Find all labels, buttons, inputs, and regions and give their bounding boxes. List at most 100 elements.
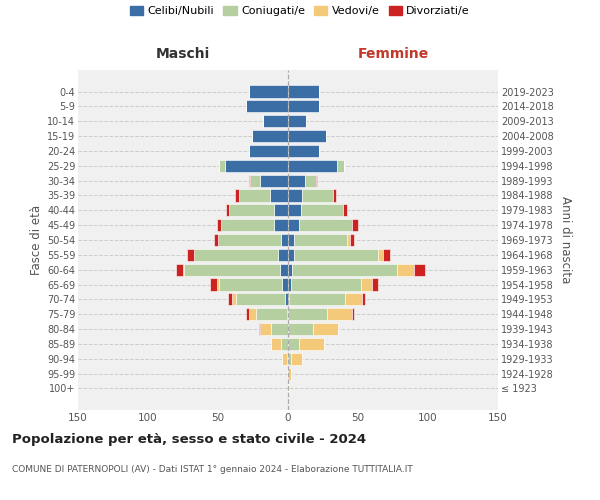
- Bar: [249, 86, 288, 98]
- Bar: [217, 219, 221, 231]
- Bar: [397, 264, 414, 276]
- Bar: [246, 308, 249, 320]
- Bar: [278, 249, 288, 261]
- Bar: [377, 249, 383, 261]
- Bar: [176, 264, 183, 276]
- Bar: [346, 294, 362, 306]
- Bar: [288, 352, 291, 365]
- Bar: [292, 264, 397, 276]
- Bar: [220, 278, 283, 290]
- Bar: [281, 234, 288, 246]
- Bar: [291, 352, 302, 365]
- Bar: [288, 308, 327, 320]
- Bar: [288, 100, 319, 112]
- Bar: [287, 352, 288, 365]
- Bar: [362, 294, 365, 306]
- Bar: [288, 174, 305, 186]
- Bar: [301, 204, 343, 216]
- Bar: [214, 234, 218, 246]
- Bar: [250, 174, 260, 186]
- Bar: [235, 190, 239, 202]
- Bar: [271, 323, 288, 335]
- Bar: [299, 219, 352, 231]
- Bar: [249, 145, 288, 157]
- Text: COMUNE DI PATERNOPOLI (AV) - Dati ISTAT 1° gennaio 2024 - Elaborazione TUTTITALI: COMUNE DI PATERNOPOLI (AV) - Dati ISTAT …: [12, 466, 413, 474]
- Bar: [288, 278, 291, 290]
- Bar: [289, 294, 346, 306]
- Bar: [249, 308, 256, 320]
- Bar: [288, 382, 289, 394]
- Bar: [288, 86, 319, 98]
- Bar: [249, 174, 250, 186]
- Bar: [283, 352, 287, 365]
- Bar: [226, 204, 229, 216]
- Text: Maschi: Maschi: [156, 48, 210, 62]
- Bar: [246, 100, 288, 112]
- Bar: [228, 294, 232, 306]
- Bar: [361, 278, 372, 290]
- Legend: Celibi/Nubili, Coniugati/e, Vedovi/e, Divorziati/e: Celibi/Nubili, Coniugati/e, Vedovi/e, Di…: [130, 6, 470, 16]
- Bar: [270, 190, 288, 202]
- Bar: [187, 249, 194, 261]
- Bar: [271, 338, 281, 350]
- Bar: [184, 264, 280, 276]
- Bar: [287, 308, 288, 320]
- Bar: [263, 115, 288, 128]
- Bar: [217, 278, 220, 290]
- Bar: [352, 219, 358, 231]
- Bar: [239, 190, 270, 202]
- Bar: [288, 368, 291, 380]
- Bar: [288, 130, 326, 142]
- Bar: [347, 234, 350, 246]
- Bar: [316, 174, 317, 186]
- Bar: [285, 294, 288, 306]
- Bar: [288, 115, 306, 128]
- Bar: [260, 174, 288, 186]
- Bar: [414, 264, 425, 276]
- Bar: [256, 308, 287, 320]
- Bar: [299, 338, 325, 350]
- Bar: [280, 264, 288, 276]
- Bar: [343, 204, 347, 216]
- Bar: [209, 278, 217, 290]
- Bar: [288, 145, 319, 157]
- Bar: [260, 323, 271, 335]
- Bar: [350, 234, 354, 246]
- Bar: [218, 234, 281, 246]
- Bar: [288, 264, 292, 276]
- Bar: [281, 338, 288, 350]
- Bar: [288, 219, 299, 231]
- Bar: [305, 174, 316, 186]
- Bar: [313, 323, 338, 335]
- Bar: [232, 294, 236, 306]
- Bar: [288, 160, 337, 172]
- Bar: [274, 204, 288, 216]
- Bar: [302, 190, 333, 202]
- Bar: [372, 278, 377, 290]
- Bar: [327, 308, 352, 320]
- Bar: [288, 249, 293, 261]
- Bar: [288, 338, 299, 350]
- Bar: [220, 160, 225, 172]
- Bar: [291, 278, 361, 290]
- Bar: [225, 160, 288, 172]
- Bar: [288, 294, 289, 306]
- Bar: [194, 249, 278, 261]
- Bar: [259, 323, 260, 335]
- Bar: [283, 278, 288, 290]
- Bar: [288, 204, 301, 216]
- Bar: [183, 264, 184, 276]
- Bar: [287, 368, 288, 380]
- Bar: [288, 323, 313, 335]
- Bar: [293, 234, 347, 246]
- Bar: [288, 190, 302, 202]
- Bar: [293, 249, 377, 261]
- Bar: [288, 234, 293, 246]
- Bar: [333, 190, 335, 202]
- Bar: [251, 130, 288, 142]
- Y-axis label: Fasce di età: Fasce di età: [29, 205, 43, 275]
- Bar: [221, 219, 274, 231]
- Bar: [274, 219, 288, 231]
- Bar: [383, 249, 390, 261]
- Y-axis label: Anni di nascita: Anni di nascita: [559, 196, 572, 284]
